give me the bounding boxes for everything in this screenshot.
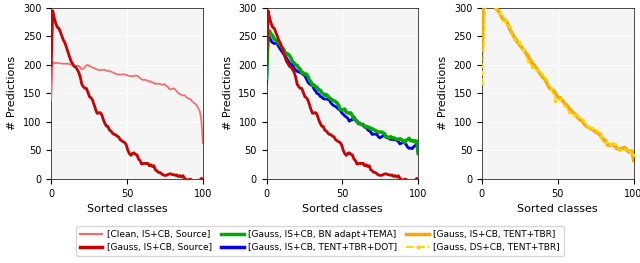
X-axis label: Sorted classes: Sorted classes (87, 204, 167, 214)
X-axis label: Sorted classes: Sorted classes (302, 204, 383, 214)
Y-axis label: # Predictions: # Predictions (223, 56, 233, 130)
Y-axis label: # Predictions: # Predictions (438, 56, 448, 130)
Legend: [Clean, IS+CB, Source], [Gauss, IS+CB, Source], [Gauss, IS+CB, BN adapt+TEMA], [: [Clean, IS+CB, Source], [Gauss, IS+CB, S… (76, 226, 564, 256)
X-axis label: Sorted classes: Sorted classes (518, 204, 598, 214)
Y-axis label: # Predictions: # Predictions (7, 56, 17, 130)
